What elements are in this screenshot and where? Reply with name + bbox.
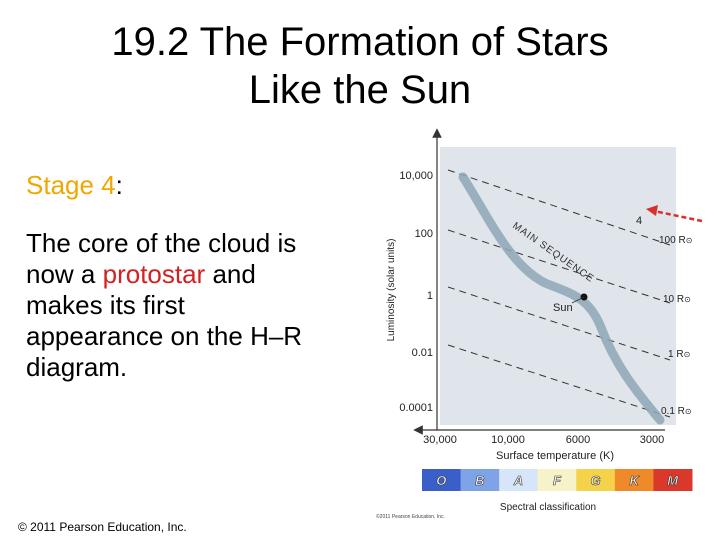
stage-4-marker: 4 xyxy=(636,215,642,227)
radius-label-1: 1 R⊙ xyxy=(668,349,690,360)
stage-description: The core of the cloud is now a protostar… xyxy=(26,228,326,383)
stage-heading: Stage 4: xyxy=(26,170,123,201)
protostar-highlight: protostar xyxy=(102,259,206,289)
sun-leader xyxy=(571,296,585,304)
stage-colon: : xyxy=(115,170,123,200)
spectral-class-f: F xyxy=(553,473,562,488)
hr-diagram: Sun MAIN SEQUENCE 4 10,000 100 1 0.01 0.… xyxy=(376,128,703,520)
spectral-class-m: M xyxy=(667,473,679,488)
y-tick-10000: 10,000 xyxy=(399,170,433,182)
spectral-swatch-k xyxy=(614,469,654,491)
spectral-swatch-a xyxy=(499,469,539,491)
y-tick-1: 1 xyxy=(427,290,433,302)
spectral-swatch-b xyxy=(460,469,500,491)
y-axis-label: Luminosity (solar units) xyxy=(386,239,397,342)
title-line-1: 19.2 The Formation of Stars xyxy=(111,20,609,64)
radius-label-0-1: 0.1 R⊙ xyxy=(661,406,692,417)
sun-label: Sun xyxy=(553,302,573,314)
radius-label-100: 100 R⊙ xyxy=(659,235,692,246)
x-tick-6000: 6000 xyxy=(566,434,590,446)
title-line-2: Like the Sun xyxy=(248,68,472,112)
radius-label-10: 10 R⊙ xyxy=(663,294,691,305)
radius-line-100 xyxy=(447,169,671,246)
x-tick-30000: 30,000 xyxy=(423,434,457,446)
spectral-swatch-f xyxy=(537,469,577,491)
y-tick-0-01: 0.01 xyxy=(412,347,433,359)
spectral-class-g: G xyxy=(591,473,601,488)
radius-line-10 xyxy=(447,229,671,304)
description-part-2: and makes its first appearance on the H–… xyxy=(26,259,303,382)
spectral-class-o: O xyxy=(436,473,446,488)
spectral-swatch-o xyxy=(422,469,462,491)
spectral-swatch-m xyxy=(653,469,693,491)
description-part-1: The core of the cloud is now a xyxy=(26,228,297,289)
small-credit: ©2011 Pearson Education, Inc. xyxy=(376,513,445,520)
spectral-class-k: K xyxy=(629,473,640,488)
x-tick-10000: 10,000 xyxy=(491,434,525,446)
x-axis-label: Surface temperature (K) xyxy=(496,450,614,462)
spectral-class-a: A xyxy=(513,473,523,488)
copyright-notice: © 2011 Pearson Education, Inc. xyxy=(18,520,187,534)
y-tick-100: 100 xyxy=(415,228,433,240)
slide-title: 19.2 The Formation of Stars Like the Sun xyxy=(40,18,680,114)
protostar-arrow xyxy=(653,209,703,223)
stage-label: Stage 4 xyxy=(26,170,116,200)
protostar-arrowhead xyxy=(646,205,658,216)
spectral-swatch-g xyxy=(576,469,616,491)
x-tick-3000: 3000 xyxy=(640,434,664,446)
radius-line-0-1 xyxy=(447,344,671,418)
spectral-label: Spectral classification xyxy=(500,502,596,513)
spectral-class-b: B xyxy=(475,473,484,488)
y-tick-0-0001: 0.0001 xyxy=(399,402,433,414)
radius-line-1 xyxy=(447,286,671,361)
main-sequence-band xyxy=(458,172,665,425)
